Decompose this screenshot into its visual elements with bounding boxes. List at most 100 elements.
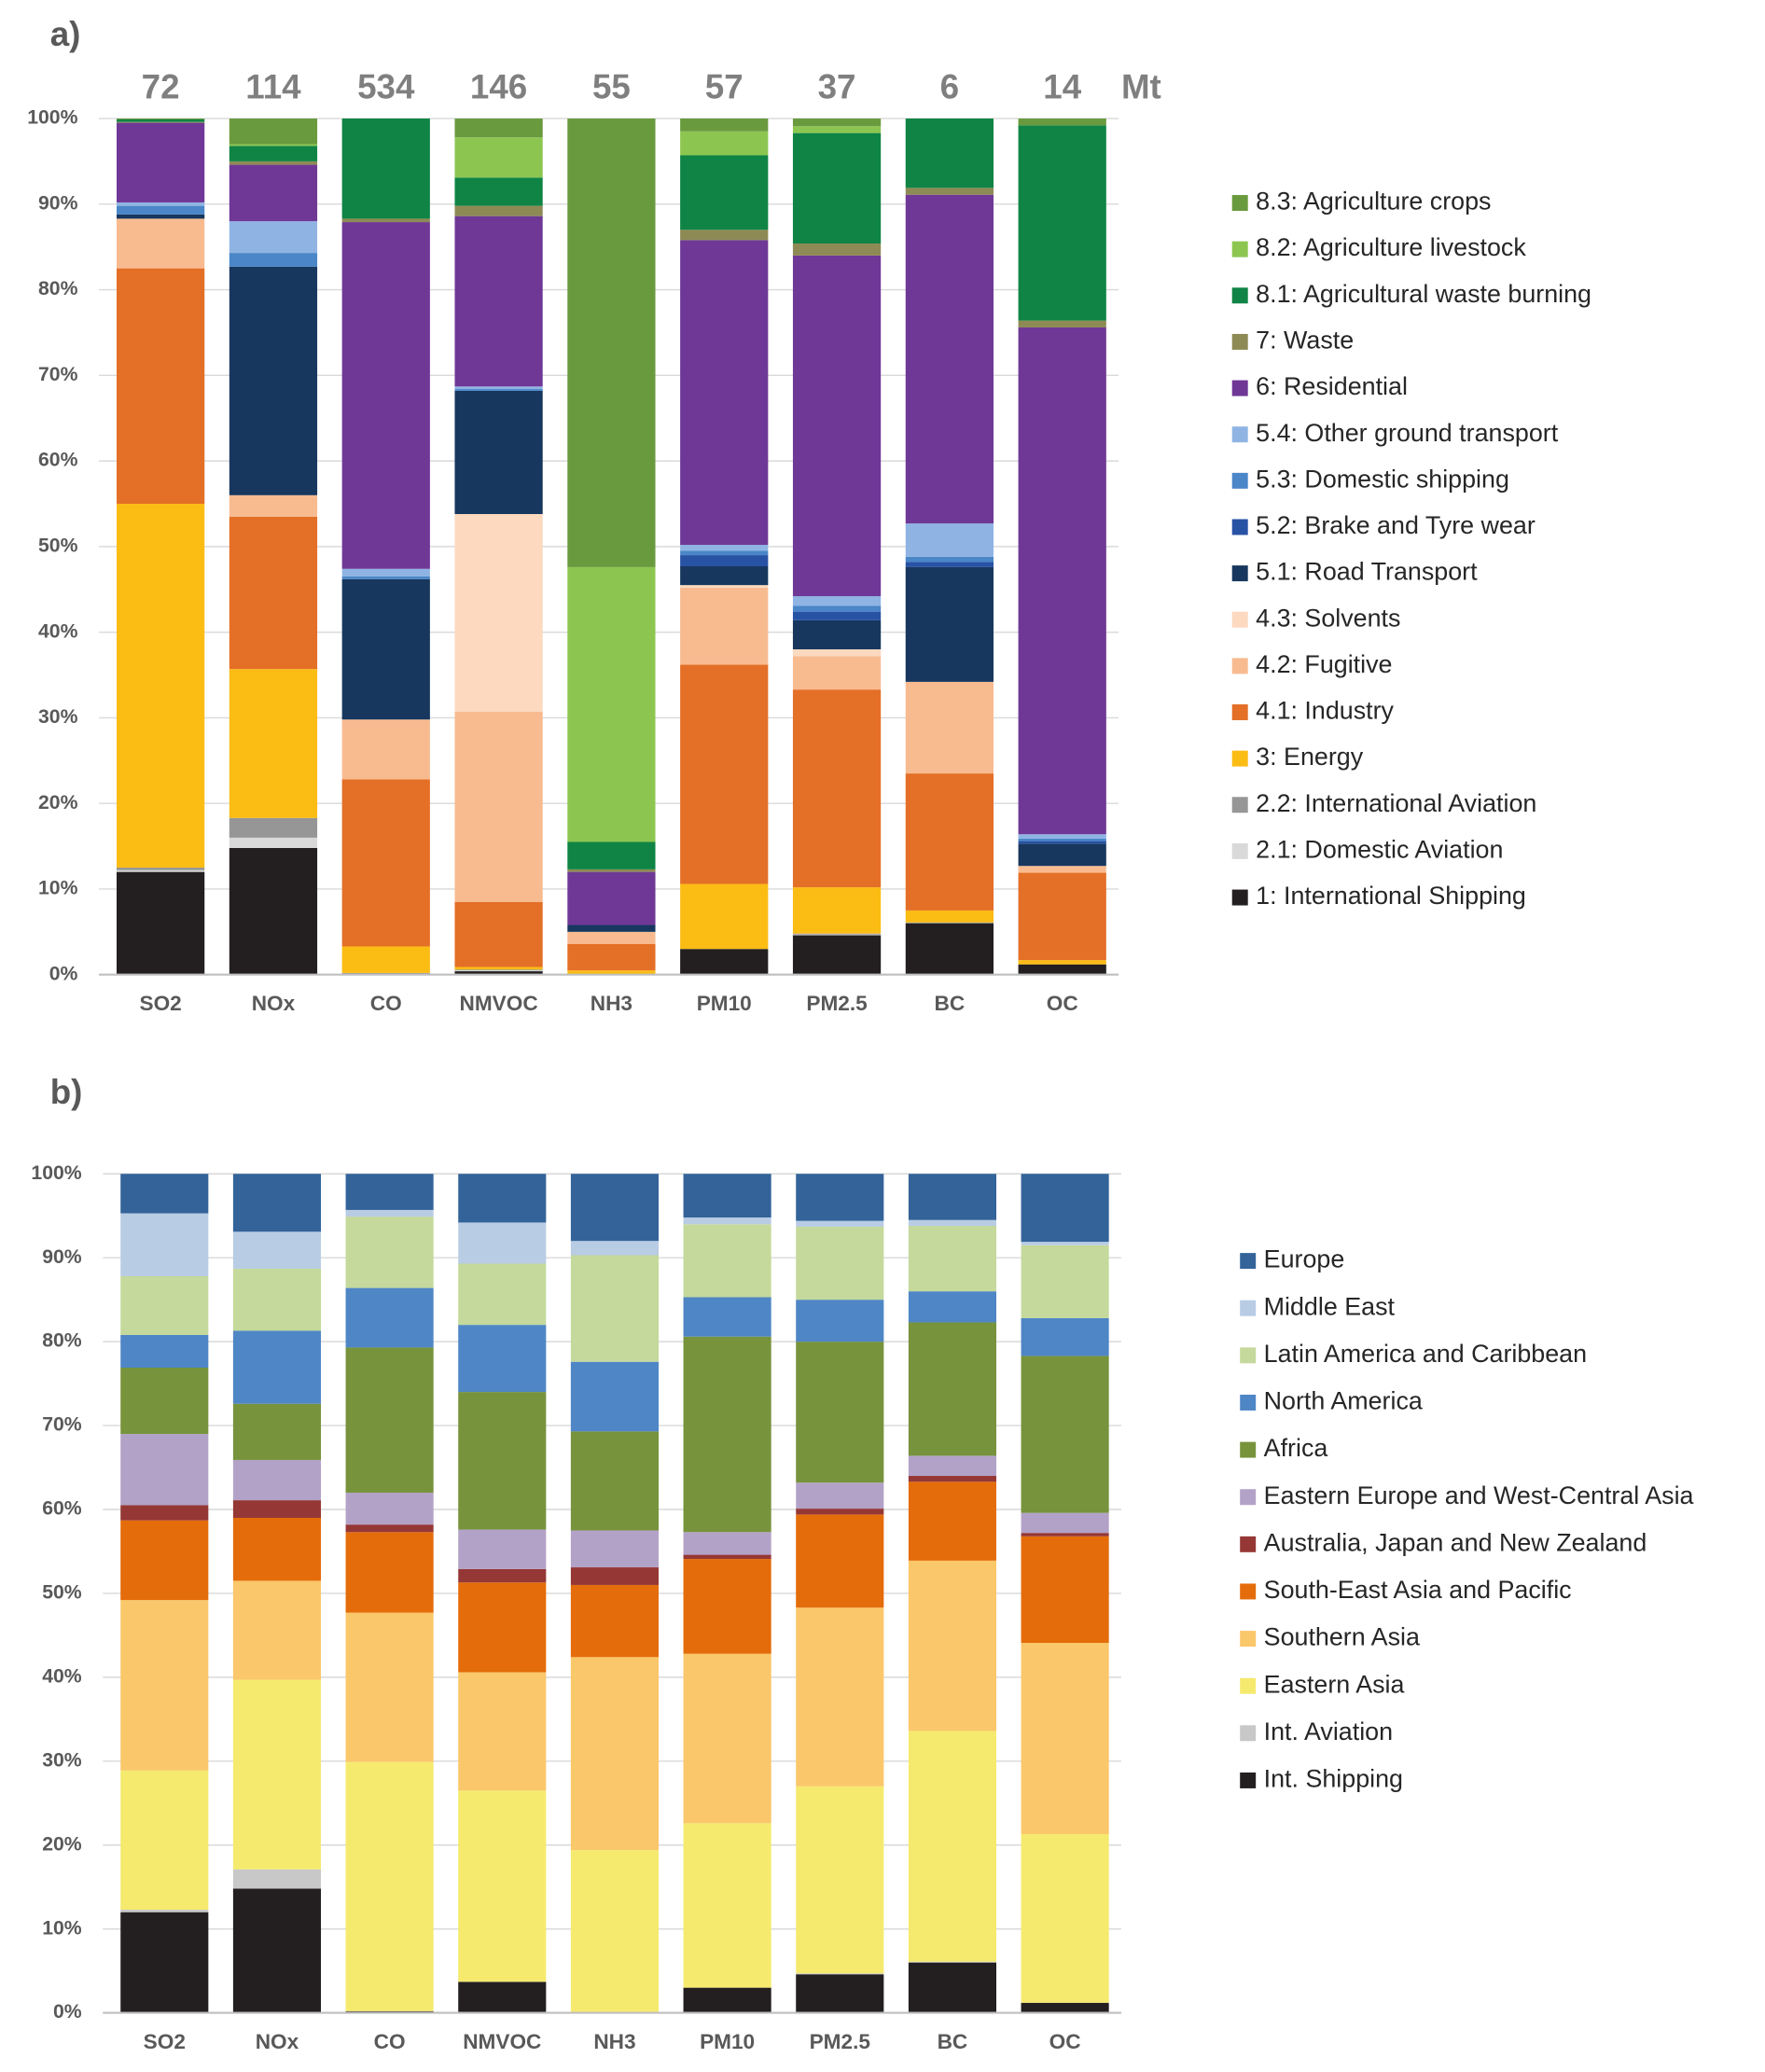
bar-segment	[232, 1174, 322, 1232]
bar-segment	[117, 118, 205, 122]
bar-segment	[567, 871, 656, 925]
bar-segment	[792, 596, 882, 606]
bar-segment	[232, 1869, 322, 1889]
bar-segment	[908, 1291, 997, 1323]
bar-segment	[570, 1584, 660, 1658]
bar-segment	[232, 1268, 322, 1331]
bar-segment	[1021, 1642, 1109, 1835]
legend-swatch	[1231, 704, 1248, 720]
bar-segment	[117, 268, 205, 505]
bar-segment	[1021, 1242, 1109, 1245]
bar-segment	[345, 1493, 434, 1525]
legend-label: 2.2: International Aviation	[1256, 789, 1536, 817]
y-tick-label: 50%	[42, 1582, 82, 1604]
legend-swatch	[1231, 750, 1248, 767]
bar-segment	[567, 118, 656, 567]
bar-segment	[117, 122, 205, 202]
x-tick-label: NH3	[591, 992, 632, 1015]
legend-label: 3: Energy	[1256, 743, 1364, 771]
bar-segment	[570, 1657, 660, 1851]
bar-segment	[905, 188, 994, 195]
bar-segment	[908, 1560, 997, 1731]
bar-segment	[796, 1509, 884, 1515]
legend-swatch	[1231, 333, 1248, 350]
legend-swatch	[1240, 1677, 1257, 1694]
bar-segment	[117, 118, 205, 119]
bar-segment	[683, 1297, 771, 1337]
bar-segment	[680, 545, 769, 551]
legend-label: 4.2: Fugitive	[1256, 650, 1392, 678]
bar-segment	[680, 229, 769, 241]
legend-label: Int. Aviation	[1264, 1717, 1393, 1745]
legend-swatch	[1240, 1489, 1257, 1506]
bar-segment	[908, 1226, 997, 1292]
x-tick-label: NMVOC	[463, 2030, 541, 2053]
bar-segment	[120, 1434, 209, 1506]
bar-segment	[792, 118, 882, 127]
bar-segment	[458, 1222, 547, 1264]
legend-label: Southern Asia	[1264, 1623, 1420, 1651]
bar-segment	[680, 240, 769, 546]
legend-swatch	[1240, 1536, 1257, 1552]
bar-segment	[117, 868, 205, 870]
bar-segment	[1021, 1834, 1109, 2003]
bar-segment	[567, 841, 656, 869]
bar-segment	[117, 121, 205, 123]
bar-segment	[232, 1517, 322, 1581]
bar-segment	[680, 587, 769, 665]
y-tick-label: 0%	[53, 2001, 82, 2023]
legend-label: Eastern Europe and West-Central Asia	[1264, 1481, 1694, 1509]
bar-segment	[1018, 327, 1106, 835]
legend-swatch	[1240, 1631, 1257, 1648]
bar-segment	[341, 719, 430, 780]
legend-swatch	[1231, 472, 1248, 489]
x-tick-label: CO	[374, 2030, 406, 2053]
total-label: 57	[705, 68, 744, 106]
bar-segment	[454, 712, 543, 902]
bar-segment	[905, 523, 994, 557]
bar-segment	[683, 1532, 771, 1555]
bar-segment	[567, 566, 656, 842]
bar-segment	[796, 1342, 884, 1483]
y-tick-label: 80%	[38, 278, 78, 299]
bar-segment	[683, 1174, 771, 1218]
bar-segment	[458, 1392, 547, 1530]
bar-segment	[454, 971, 543, 975]
bar-segment	[792, 243, 882, 256]
bar-segment	[454, 970, 543, 972]
bar-segment	[229, 669, 318, 818]
bar-segment	[796, 1973, 884, 1975]
x-tick-label: BC	[935, 992, 966, 1015]
legend-label: 8.3: Agriculture crops	[1256, 188, 1491, 216]
bar-segment	[680, 555, 769, 566]
bar-segment	[120, 1368, 209, 1435]
bar-segment	[905, 194, 994, 524]
bar-segment	[792, 656, 882, 690]
bar-segment	[232, 1403, 322, 1460]
bar-segment	[796, 1174, 884, 1221]
panel-label: b)	[50, 1073, 83, 1111]
x-tick-label: PM10	[697, 992, 752, 1015]
bar-segment	[905, 562, 994, 567]
bar-segment	[232, 1459, 322, 1501]
y-tick-label: 40%	[42, 1665, 82, 1687]
bar-segment	[117, 871, 205, 975]
bar-segment	[229, 516, 318, 670]
bar-segment	[345, 1347, 434, 1494]
bar-segment	[117, 202, 205, 206]
bar-segment	[117, 205, 205, 215]
bar-segment	[341, 946, 430, 973]
bar-segment	[232, 1679, 322, 1870]
bar-segment	[567, 931, 656, 944]
bar-segment	[680, 883, 769, 950]
legend-swatch	[1231, 287, 1248, 304]
bar-segment	[229, 164, 318, 222]
bar-segment	[570, 1174, 660, 1242]
bar-segment	[229, 118, 318, 145]
bar-segment	[341, 222, 430, 569]
bar-segment	[341, 218, 430, 223]
bar-segment	[458, 1325, 547, 1393]
bar-segment	[1018, 125, 1106, 321]
